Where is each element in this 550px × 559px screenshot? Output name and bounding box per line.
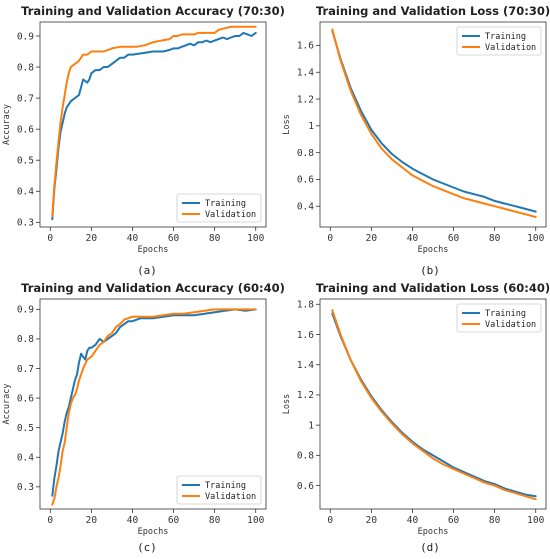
series-line-validation: [51, 308, 257, 506]
series-line-training: [51, 31, 257, 221]
y-tick-label: 1.6: [297, 330, 314, 341]
x-tick-label: 100: [527, 233, 544, 244]
chart-title: Training and Validation Accuracy (70:30): [21, 4, 285, 18]
y-tick-label: 0.4: [297, 202, 314, 213]
y-tick-label: 0.5: [17, 423, 34, 434]
series-line-validation: [51, 25, 257, 218]
plot-frame: [39, 298, 267, 510]
legend-label: Training: [485, 32, 526, 42]
x-tick-label: 100: [527, 515, 544, 526]
x-tick-label: 0: [47, 515, 53, 526]
y-tick-label: 0.6: [297, 175, 314, 186]
chart-panel: Training and Validation Loss (60:40) 0 20 4…: [282, 281, 550, 554]
y-tick-label: 0.7: [17, 93, 34, 104]
x-tick-label: 20: [86, 233, 98, 244]
legend-label: Validation: [205, 492, 256, 502]
y-tick-label: 0.4: [17, 453, 34, 464]
y-tick-label: 1.4: [297, 360, 314, 371]
x-tick-label: 80: [209, 233, 221, 244]
panel-caption: (b): [420, 264, 440, 277]
y-tick-label: 1.4: [297, 68, 314, 79]
y-tick-label: 0.3: [17, 218, 34, 229]
x-tick-label: 20: [366, 515, 378, 526]
legend-label: Validation: [485, 43, 536, 53]
y-tick-label: 1.6: [297, 41, 314, 52]
y-axis-label: Loss: [282, 394, 292, 414]
series-line-training: [331, 29, 537, 213]
y-tick-label: 0.9: [17, 31, 34, 42]
panel-caption: (c): [137, 541, 157, 554]
y-tick-label: 0.8: [297, 451, 314, 462]
y-axis-label: Accuracy: [2, 384, 12, 425]
legend-label: Validation: [205, 210, 256, 220]
x-tick-label: 60: [168, 515, 180, 526]
x-tick-label: 80: [489, 515, 501, 526]
y-axis-label: Loss: [282, 114, 292, 134]
x-axis-label: Epochs: [138, 527, 169, 537]
chart-title: Training and Validation Accuracy (60:40): [21, 281, 285, 295]
y-tick-label: 0.7: [17, 364, 34, 375]
y-tick-label: 0.3: [17, 482, 34, 493]
legend-label: Training: [205, 481, 246, 491]
y-tick-label: 0.8: [297, 148, 314, 159]
x-tick-label: 80: [489, 233, 501, 244]
panel-caption: (a): [137, 264, 157, 277]
legend-label: Training: [485, 309, 526, 319]
y-tick-label: 0.5: [17, 156, 34, 167]
y-tick-label: 0.8: [17, 62, 34, 73]
y-tick-label: 1.2: [297, 94, 314, 105]
y-tick-label: 0.4: [17, 187, 34, 198]
x-tick-label: 60: [168, 233, 180, 244]
panel-caption: (d): [420, 541, 440, 554]
y-tick-label: 1: [308, 121, 314, 132]
x-axis-label: Epochs: [138, 245, 169, 255]
x-tick-label: 40: [407, 233, 419, 244]
x-tick-label: 40: [407, 515, 419, 526]
x-axis-label: Epochs: [418, 527, 449, 537]
legend-label: Validation: [485, 320, 536, 330]
x-tick-label: 0: [47, 233, 53, 244]
y-tick-label: 0.6: [17, 124, 34, 135]
x-tick-label: 100: [247, 515, 264, 526]
y-axis-label: Accuracy: [2, 104, 12, 145]
y-tick-label: 0.8: [17, 334, 34, 345]
chart-panel: Training and Validation Loss (70:30) 0 20 4…: [282, 4, 550, 277]
x-tick-label: 20: [366, 233, 378, 244]
x-tick-label: 100: [247, 233, 264, 244]
chart-panel: Training and Validation Accuracy (70:30)…: [2, 4, 285, 277]
x-axis-label: Epochs: [418, 245, 449, 255]
y-tick-label: 0.6: [17, 393, 34, 404]
x-tick-label: 0: [327, 515, 333, 526]
x-tick-label: 40: [127, 233, 139, 244]
y-tick-label: 1.2: [297, 390, 314, 401]
plot-frame: [39, 21, 267, 228]
legend-label: Training: [205, 199, 246, 209]
plot-frame: [319, 298, 547, 510]
series-line-training: [51, 308, 257, 497]
series-line-validation: [331, 309, 537, 501]
x-tick-label: 20: [86, 515, 98, 526]
x-tick-label: 60: [448, 233, 460, 244]
x-tick-label: 0: [327, 233, 333, 244]
chart-panel: Training and Validation Accuracy (60:40)…: [2, 281, 285, 554]
plot-frame: [319, 21, 547, 228]
series-line-validation: [331, 28, 537, 218]
x-tick-label: 40: [127, 515, 139, 526]
y-tick-label: 0.9: [17, 305, 34, 316]
y-tick-label: 1.8: [297, 300, 314, 311]
x-tick-label: 80: [209, 515, 221, 526]
chart-title: Training and Validation Loss (70:30): [316, 4, 550, 18]
x-tick-label: 60: [448, 515, 460, 526]
y-tick-label: 0.6: [297, 481, 314, 492]
y-tick-label: 1: [308, 420, 314, 431]
chart-title: Training and Validation Loss (60:40): [316, 281, 550, 295]
